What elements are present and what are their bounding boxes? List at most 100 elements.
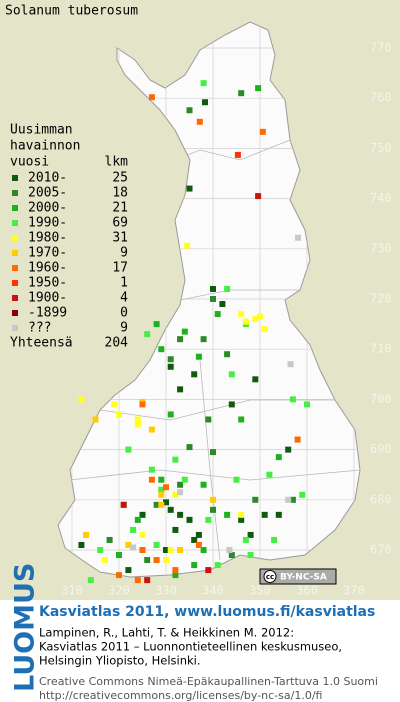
observation-dot: [200, 80, 207, 87]
observation-dot: [238, 511, 245, 518]
observation-dot: [130, 526, 137, 533]
observation-dot: [191, 562, 198, 569]
legend-count: 18: [112, 186, 128, 201]
observation-dot: [238, 416, 245, 423]
observation-dot: [285, 496, 292, 503]
observation-dot: [163, 484, 169, 491]
observation-dot: [299, 491, 306, 498]
legend-label: 1980-: [28, 231, 67, 246]
observation-dot: [172, 456, 179, 463]
license-badge: cc BY-NC-SA: [259, 568, 337, 585]
x-tick-label: 340: [202, 584, 224, 598]
legend-count: 1: [120, 276, 128, 291]
observation-dot: [167, 363, 174, 370]
observation-dot: [294, 436, 301, 443]
observation-dot: [295, 234, 302, 241]
observation-dot: [184, 242, 191, 249]
observation-dot: [275, 511, 282, 518]
observation-dot: [226, 547, 233, 553]
observation-dot: [163, 499, 169, 506]
observation-dot: [261, 326, 268, 333]
y-tick-label: 750: [370, 141, 392, 155]
observation-dot: [134, 416, 141, 423]
observation-dot: [214, 562, 221, 569]
observation-dot: [177, 489, 184, 496]
observation-dot: [139, 401, 146, 408]
observation-dot: [125, 567, 132, 574]
badge-text: BY-NC-SA: [280, 573, 327, 583]
observation-dot: [153, 541, 160, 548]
observation-dot: [158, 476, 165, 483]
legend-label: 1970-: [28, 246, 67, 261]
legend-count: 31: [112, 231, 128, 246]
observation-dot: [238, 90, 245, 97]
observation-dot: [252, 496, 259, 503]
badge-icon: [263, 570, 277, 583]
observation-dot: [181, 328, 188, 335]
observation-dot: [106, 536, 113, 543]
legend-count: 21: [112, 201, 128, 216]
observation-dot: [186, 185, 193, 192]
observation-dot: [195, 531, 202, 538]
observation-dot: [205, 567, 212, 574]
observation-dot: [101, 557, 108, 564]
observation-dot: [172, 491, 179, 498]
observation-dot: [177, 336, 184, 343]
observation-dot: [177, 481, 184, 488]
legend-count: 4: [120, 291, 128, 306]
observation-dot: [200, 336, 207, 343]
observation-dot: [275, 454, 282, 461]
observation-dot: [210, 506, 216, 513]
observation-dot: [153, 557, 160, 564]
x-tick-label: 370: [343, 584, 365, 598]
legend-label: ???: [28, 321, 51, 336]
observation-dot: [238, 516, 245, 523]
observation-dot: [163, 557, 169, 564]
legend-swatch: [12, 235, 18, 241]
observation-dot: [172, 567, 179, 574]
citation-line: Lampinen, R., Lahti, T. & Heikkinen M. 2…: [39, 626, 294, 640]
observation-dot: [148, 426, 155, 433]
observation-dot: [271, 536, 278, 543]
observation-dot: [167, 411, 174, 418]
x-tick-label: 350: [249, 584, 271, 598]
observation-dot: [134, 516, 141, 523]
observation-dot: [196, 118, 203, 125]
legend-heading: Uusimman: [10, 123, 73, 138]
observation-dot: [252, 316, 259, 323]
citation-line: Kasviatlas 2011 – Luonnontieteellinen ke…: [39, 640, 342, 654]
observation-dot: [120, 501, 127, 508]
legend: Uusimman havainnon vuosi lkm 2010- 25 2005…: [10, 123, 128, 351]
observation-dot: [78, 396, 85, 403]
region-border: [199, 359, 221, 561]
observation-dot: [261, 511, 268, 518]
observation-dot: [177, 511, 184, 518]
observation-dot: [163, 547, 169, 553]
observation-dot: [92, 416, 99, 423]
badge-box: [259, 568, 337, 585]
observation-dot: [177, 547, 184, 553]
observation-dot: [148, 94, 155, 101]
observation-dot: [139, 531, 146, 538]
observation-dot: [242, 318, 249, 325]
citation-line: Helsingin Yliopisto, Helsinki.: [39, 654, 201, 668]
license-line: http://creativecommons.org/licenses/by-n…: [39, 689, 322, 702]
observation-dot: [87, 577, 94, 584]
observation-dot: [139, 511, 146, 518]
observation-dot: [224, 351, 231, 358]
observation-dot: [158, 486, 165, 493]
observation-dot: [116, 411, 122, 418]
x-tick-label: 360: [296, 584, 318, 598]
observation-dot: [144, 577, 151, 584]
dots: [78, 80, 310, 584]
legend-count: 25: [112, 171, 128, 186]
legend-label: 1900-: [28, 291, 67, 306]
logo: LUOMUS: [10, 563, 41, 692]
observation-dot: [219, 301, 226, 308]
legend-label: -1899: [28, 306, 67, 321]
legend-count: 9: [120, 321, 128, 336]
y-tick-label: 720: [370, 292, 392, 306]
observation-dot: [167, 506, 174, 513]
observation-dot: [255, 85, 262, 92]
